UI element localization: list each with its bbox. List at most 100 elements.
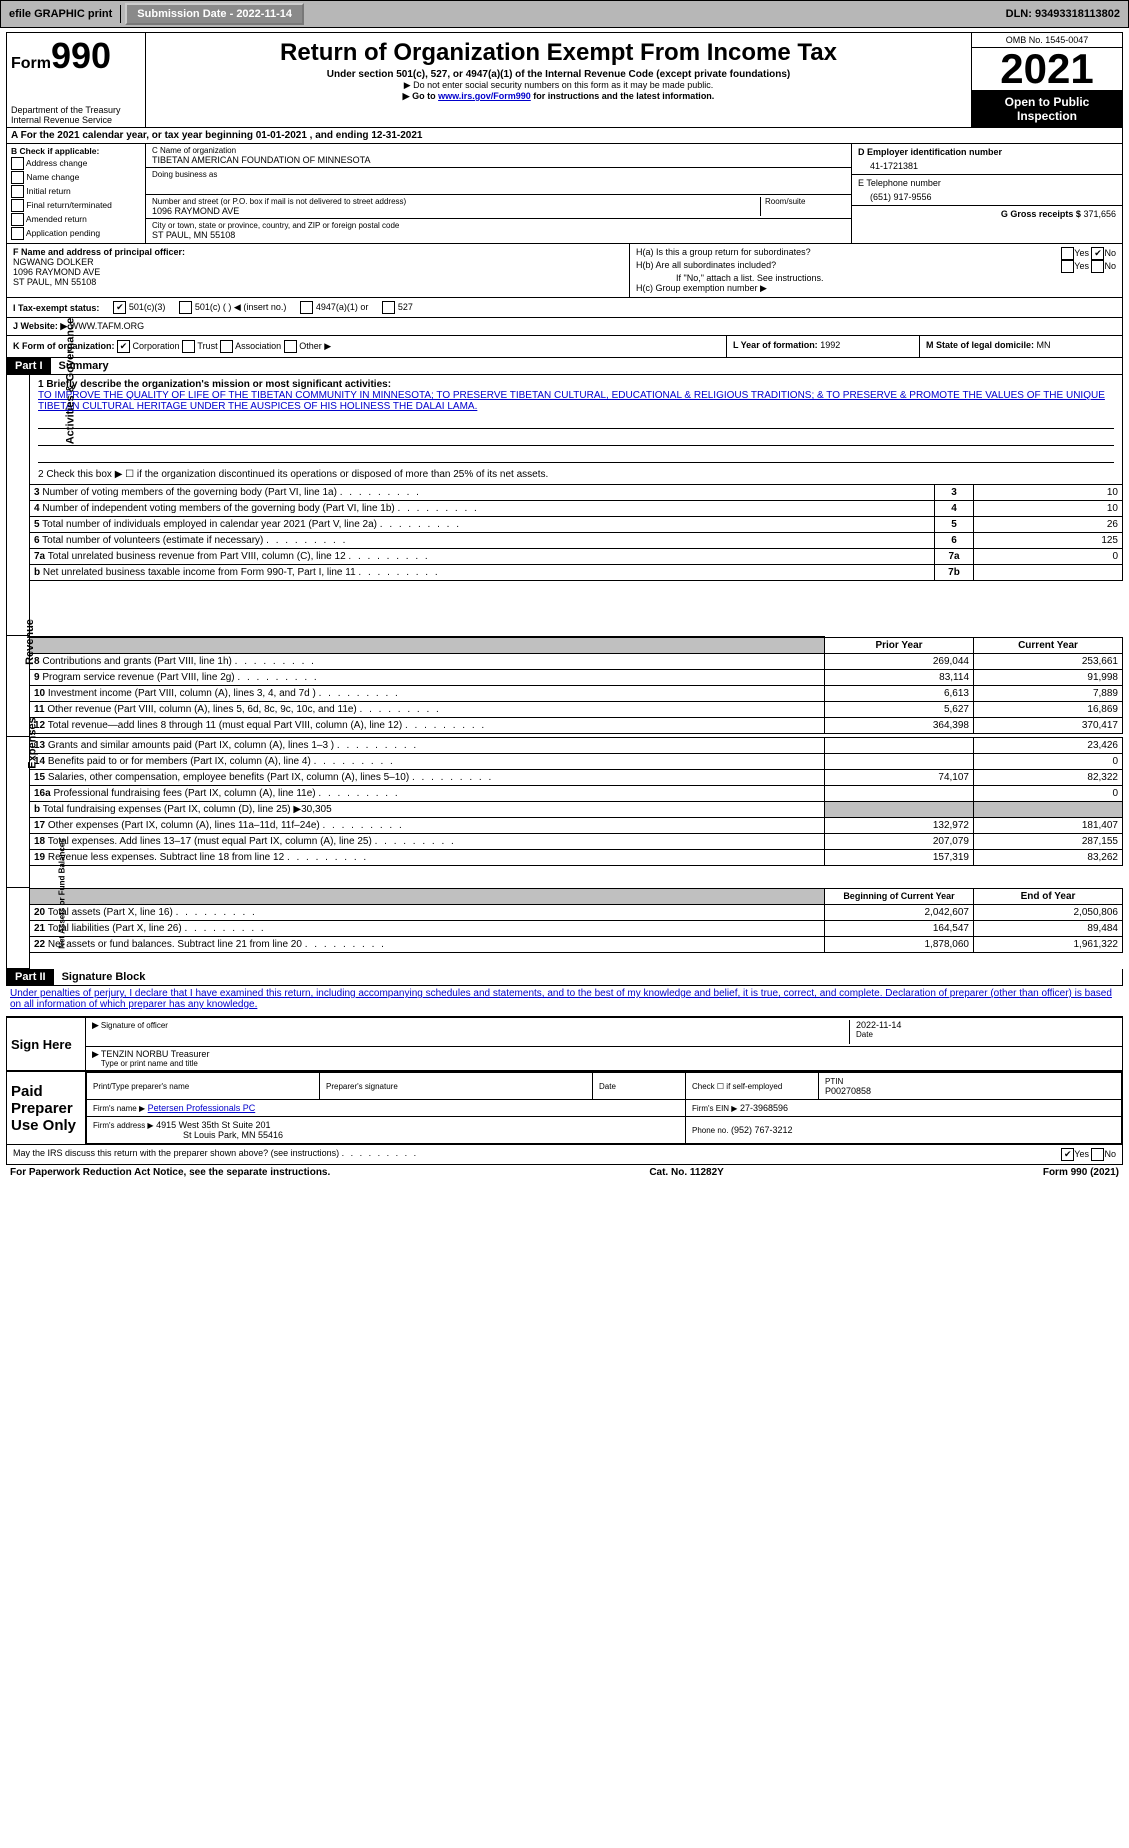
city-value: ST PAUL, MN 55108 (152, 230, 845, 240)
room-label: Room/suite (765, 197, 845, 206)
ein-label: D Employer identification number (858, 147, 1116, 157)
officer-label: F Name and address of principal officer: (13, 247, 623, 257)
org-name: TIBETAN AMERICAN FOUNDATION OF MINNESOTA (152, 155, 845, 165)
gross-receipts-label: G Gross receipts $ (1001, 209, 1081, 219)
ha-label: H(a) Is this a group return for subordin… (636, 247, 811, 260)
part2-header: Part II (7, 969, 54, 985)
527-checkbox[interactable] (382, 301, 395, 314)
amended-return-checkbox[interactable] (11, 213, 24, 226)
firm-addr-label: Firm's address ▶ (93, 1121, 154, 1130)
ptin-label: PTIN (825, 1077, 843, 1086)
prep-date-label: Date (599, 1082, 616, 1091)
declaration-link[interactable]: Under penalties of perjury, I declare th… (10, 988, 1112, 1010)
efile-label: efile GRAPHIC print (1, 5, 121, 23)
state-domicile-label: M State of legal domicile: (926, 340, 1034, 350)
form-header: Form990 Department of the Treasury Inter… (6, 32, 1123, 128)
footer-left: For Paperwork Reduction Act Notice, see … (10, 1167, 330, 1178)
sig-date-label: Date (856, 1030, 1116, 1039)
firm-ein-label: Firm's EIN ▶ (692, 1104, 737, 1113)
firm-addr1: 4915 West 35th St Suite 201 (156, 1120, 270, 1130)
firm-phone-label: Phone no. (692, 1126, 728, 1135)
ha-yes-checkbox[interactable] (1061, 247, 1074, 260)
form-note1: ▶ Do not enter social security numbers o… (150, 80, 967, 91)
net-side-label: Net Assets or Fund Balances (58, 838, 67, 948)
sig-date-value: 2022-11-14 (856, 1020, 1116, 1030)
discuss-label: May the IRS discuss this return with the… (13, 1148, 339, 1158)
officer-addr1: 1096 RAYMOND AVE (13, 267, 623, 277)
trust-checkbox[interactable] (182, 340, 195, 353)
dept-label: Department of the Treasury (11, 105, 141, 115)
discuss-no-checkbox[interactable] (1091, 1148, 1104, 1161)
gov-side-label: Activities & Governance (64, 318, 76, 445)
application-pending-checkbox[interactable] (11, 227, 24, 240)
street-value: 1096 RAYMOND AVE (152, 206, 760, 216)
final-return-checkbox[interactable] (11, 199, 24, 212)
org-name-label: C Name of organization (152, 146, 845, 155)
website-label: J Website: ▶ (13, 321, 67, 331)
501c-checkbox[interactable] (179, 301, 192, 314)
year-formation: 1992 (820, 340, 840, 350)
sig-officer-label: Signature of officer (101, 1021, 168, 1030)
rev-side-label: Revenue (24, 619, 36, 665)
assoc-checkbox[interactable] (220, 340, 233, 353)
sign-here-label: Sign Here (7, 1018, 86, 1070)
self-emp-label: Check ☐ if self-employed (692, 1082, 782, 1091)
footer-mid: Cat. No. 11282Y (649, 1167, 723, 1178)
line1-label: 1 Briefly describe the organization's mi… (38, 379, 1114, 390)
website-value: WWW.TAFM.ORG (70, 321, 144, 331)
ein-value: 41-1721381 (858, 157, 1116, 171)
address-change-checkbox[interactable] (11, 157, 24, 170)
dba-label: Doing business as (152, 170, 845, 179)
officer-sig-name: TENZIN NORBU Treasurer (101, 1049, 210, 1059)
other-checkbox[interactable] (284, 340, 297, 353)
form-subtitle: Under section 501(c), 527, or 4947(a)(1)… (150, 69, 967, 80)
row-a: A For the 2021 calendar year, or tax yea… (6, 128, 1123, 144)
irs-label: Internal Revenue Service (11, 115, 141, 125)
initial-return-checkbox[interactable] (11, 185, 24, 198)
form-label: Form (11, 55, 51, 72)
note2-pre: ▶ Go to (403, 91, 438, 101)
public-badge: Open to Public Inspection (972, 91, 1122, 127)
line2: 2 Check this box ▶ ☐ if the organization… (38, 469, 1114, 480)
hb-note: If "No," attach a list. See instructions… (636, 273, 1116, 283)
box-b: B Check if applicable: Address change Na… (7, 144, 146, 243)
gross-receipts-value: 371,656 (1083, 209, 1116, 219)
instructions-link[interactable]: www.irs.gov/Form990 (438, 91, 531, 101)
hb-label: H(b) Are all subordinates included? (636, 260, 776, 273)
firm-name-link[interactable]: Petersen Professionals PC (148, 1103, 256, 1113)
footer-right: Form 990 (2021) (1043, 1167, 1119, 1178)
paid-preparer-label: Paid Preparer Use Only (7, 1072, 86, 1144)
hb-no-checkbox[interactable] (1091, 260, 1104, 273)
firm-ein: 27-3968596 (740, 1103, 788, 1113)
ha-no-checkbox[interactable] (1091, 247, 1104, 260)
name-change-checkbox[interactable] (11, 171, 24, 184)
declaration: Under penalties of perjury, I declare th… (6, 986, 1123, 1012)
officer-sig-label: Type or print name and title (101, 1059, 210, 1068)
part2-title: Signature Block (62, 971, 146, 983)
hc-label: H(c) Group exemption number ▶ (636, 283, 1116, 294)
city-label: City or town, state or province, country… (152, 221, 845, 230)
exp-side-label: Expenses (27, 717, 39, 768)
501c3-checkbox[interactable] (113, 301, 126, 314)
prep-sig-label: Preparer's signature (326, 1082, 398, 1091)
firm-phone: (952) 767-3212 (731, 1125, 793, 1135)
street-label: Number and street (or P.O. box if mail i… (152, 197, 760, 206)
phone-label: E Telephone number (858, 178, 1116, 188)
tax-year: 2021 (972, 48, 1122, 91)
tax-exempt-label: I Tax-exempt status: (13, 303, 99, 313)
note2-post: for instructions and the latest informat… (531, 91, 715, 101)
form-title: Return of Organization Exempt From Incom… (150, 39, 967, 67)
state-domicile: MN (1037, 340, 1051, 350)
hb-yes-checkbox[interactable] (1061, 260, 1074, 273)
phone-value: (651) 917-9556 (858, 188, 1116, 202)
4947-checkbox[interactable] (300, 301, 313, 314)
year-formation-label: L Year of formation: (733, 340, 818, 350)
prep-name-label: Print/Type preparer's name (93, 1082, 189, 1091)
submission-button[interactable]: Submission Date - 2022-11-14 (125, 3, 304, 25)
mission-text[interactable]: TO IMPROVE THE QUALITY OF LIFE OF THE TI… (38, 390, 1105, 412)
ptin-value: P00270858 (825, 1086, 871, 1096)
firm-name-label: Firm's name ▶ (93, 1104, 145, 1113)
form-number: 990 (51, 35, 111, 76)
corp-checkbox[interactable] (117, 340, 130, 353)
discuss-yes-checkbox[interactable] (1061, 1148, 1074, 1161)
